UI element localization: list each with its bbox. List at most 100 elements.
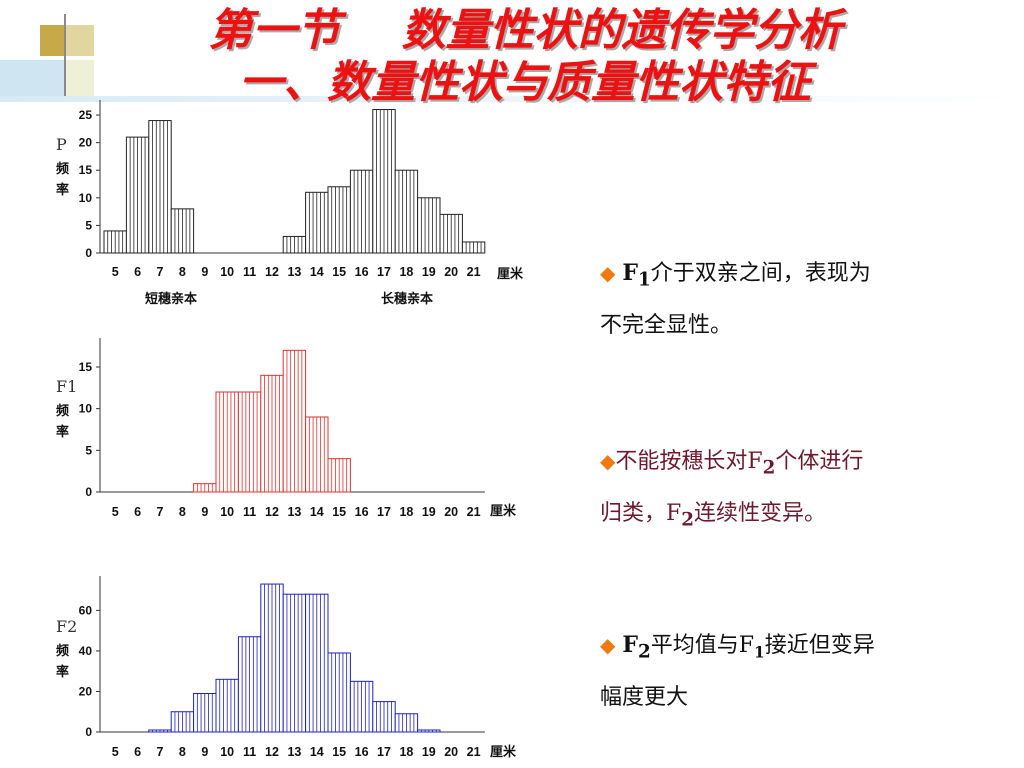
histogram-bar bbox=[349, 169, 374, 254]
x-tick-label: 15 bbox=[332, 505, 346, 519]
corner-deco-block-blue bbox=[0, 60, 66, 102]
x-tick-label: 8 bbox=[179, 265, 186, 279]
y-tick-label: 10 bbox=[79, 402, 93, 416]
histogram-f1: 0 5 10 15 5 6 7 8 9 10 11 12 13 14 15 16 17 18 19 20 21 F1 频率厘… bbox=[56, 338, 517, 519]
x-unit-label: 厘米 bbox=[497, 266, 524, 281]
x-tick-label: 18 bbox=[399, 505, 413, 519]
x-tick-label: 5 bbox=[112, 745, 119, 759]
x-tick-label: 21 bbox=[467, 265, 481, 279]
x-tick-label: 19 bbox=[422, 745, 436, 759]
y-label-word: 频 bbox=[56, 643, 69, 658]
x-tick-label: 11 bbox=[243, 265, 256, 279]
x-tick-label: 17 bbox=[377, 505, 391, 519]
histogram-bar bbox=[394, 713, 419, 733]
x-tick-label: 17 bbox=[377, 265, 391, 279]
y-tick-label: 20 bbox=[79, 684, 93, 698]
x-tick-label: 12 bbox=[265, 265, 279, 279]
histogram-bar bbox=[327, 458, 351, 493]
histogram-bar bbox=[215, 678, 239, 733]
histogram-bar bbox=[305, 191, 329, 254]
y-label-generation: F2 bbox=[56, 617, 77, 636]
y-tick-label: 25 bbox=[79, 108, 93, 122]
x-tick-label: 19 bbox=[422, 505, 436, 519]
x-tick-label: 12 bbox=[265, 745, 279, 759]
histogram-bar bbox=[305, 416, 329, 493]
x-tick-label: 5 bbox=[112, 505, 119, 519]
histogram-bar bbox=[439, 213, 463, 254]
x-tick-label: 13 bbox=[287, 745, 301, 759]
y-tick-label: 15 bbox=[79, 163, 93, 177]
x-tick-label: 7 bbox=[157, 745, 164, 759]
corner-deco-line bbox=[64, 14, 66, 102]
bullet-f2-continuous: ◆不能按穗长对F2个体进行 归类，F2连续性变异。 bbox=[600, 449, 864, 531]
x-tick-label: 9 bbox=[201, 745, 208, 759]
histogram-bar bbox=[148, 729, 172, 733]
histogram-bar bbox=[215, 391, 239, 493]
group-label: 短穗亲本 bbox=[145, 291, 197, 306]
x-tick-label: 18 bbox=[399, 745, 413, 759]
y-tick-label: 10 bbox=[79, 191, 93, 205]
histogram-bar bbox=[237, 636, 262, 733]
slide-title-line-2: 一、数量性状与质量性状特征 bbox=[239, 57, 811, 108]
histogram-bar bbox=[282, 593, 307, 733]
y-tick-label: 40 bbox=[79, 644, 93, 658]
corner-deco-block-gold bbox=[40, 25, 66, 56]
y-tick-label: 60 bbox=[79, 603, 93, 617]
x-unit-label: 厘米 bbox=[490, 744, 517, 759]
header-gradient-strip bbox=[0, 96, 1024, 102]
x-tick-label: 10 bbox=[220, 265, 234, 279]
x-tick-label: 9 bbox=[201, 505, 208, 519]
histogram-bar bbox=[193, 692, 217, 733]
y-tick-label: 15 bbox=[79, 360, 93, 374]
histogram-bar bbox=[417, 197, 441, 254]
x-tick-label: 14 bbox=[310, 505, 324, 519]
y-label-word: 率 bbox=[56, 664, 69, 679]
x-tick-label: 6 bbox=[134, 745, 141, 759]
histogram-f2: 0 20 40 60 5 6 7 8 9 10 11 12 13 14 15 16 17 18 19 20 21 F2 频率… bbox=[56, 576, 517, 759]
histogram-bar bbox=[125, 136, 150, 254]
histogram-bar bbox=[260, 583, 284, 733]
histogram-bar bbox=[170, 711, 195, 733]
histogram-bar bbox=[148, 120, 172, 254]
histogram-bar bbox=[170, 208, 195, 254]
x-tick-label: 20 bbox=[444, 265, 458, 279]
histogram-bar bbox=[349, 680, 374, 733]
slide-title-line-1: 第一节 数量性状的遗传学分析 bbox=[208, 5, 842, 56]
y-label-word: 率 bbox=[56, 182, 69, 197]
diamond-bullet-icon: ◆ bbox=[600, 633, 616, 657]
x-tick-label: 8 bbox=[179, 745, 186, 759]
y-tick-label: 5 bbox=[85, 218, 92, 232]
bullet-f2-mean: ◆ F2平均值与F1接近但变异 幅度更大 bbox=[600, 632, 875, 711]
x-tick-label: 17 bbox=[377, 745, 391, 759]
histogram-bar bbox=[417, 729, 441, 733]
x-tick-label: 16 bbox=[355, 505, 369, 519]
x-tick-label: 18 bbox=[399, 265, 413, 279]
x-tick-label: 5 bbox=[112, 265, 119, 279]
bullet-f1-intermediate: ◆ F1介于双亲之间，表现为 不完全显性。 bbox=[600, 260, 871, 339]
y-label-generation: P bbox=[56, 135, 67, 154]
x-tick-label: 6 bbox=[134, 505, 141, 519]
x-tick-label: 11 bbox=[243, 745, 256, 759]
y-label-word: 频 bbox=[56, 161, 69, 176]
x-tick-label: 14 bbox=[310, 265, 324, 279]
diamond-bullet-icon: ◆ bbox=[600, 449, 616, 473]
x-tick-label: 20 bbox=[444, 505, 458, 519]
y-tick-label: 5 bbox=[85, 443, 92, 457]
x-tick-label: 8 bbox=[179, 505, 186, 519]
y-label-word: 频 bbox=[56, 403, 69, 418]
x-tick-label: 7 bbox=[157, 505, 164, 519]
x-tick-label: 10 bbox=[220, 745, 234, 759]
y-tick-label: 0 bbox=[85, 725, 92, 739]
group-label: 长穗亲本 bbox=[381, 291, 433, 306]
x-tick-label: 15 bbox=[332, 265, 346, 279]
histogram-p: 0 5 10 15 20 25 5 6 7 8 9 10 11 12 13 14 15 16 17 18 19 20 21 P… bbox=[56, 100, 524, 306]
corner-deco-block-pale bbox=[66, 60, 94, 102]
histogram-bar bbox=[372, 701, 396, 733]
histogram-bar bbox=[394, 169, 419, 254]
histogram-bar bbox=[282, 235, 307, 254]
y-tick-label: 0 bbox=[85, 246, 92, 260]
y-tick-label: 20 bbox=[79, 136, 93, 150]
y-label-generation: F1 bbox=[56, 377, 77, 396]
y-tick-label: 0 bbox=[85, 485, 92, 499]
x-tick-label: 14 bbox=[310, 745, 324, 759]
